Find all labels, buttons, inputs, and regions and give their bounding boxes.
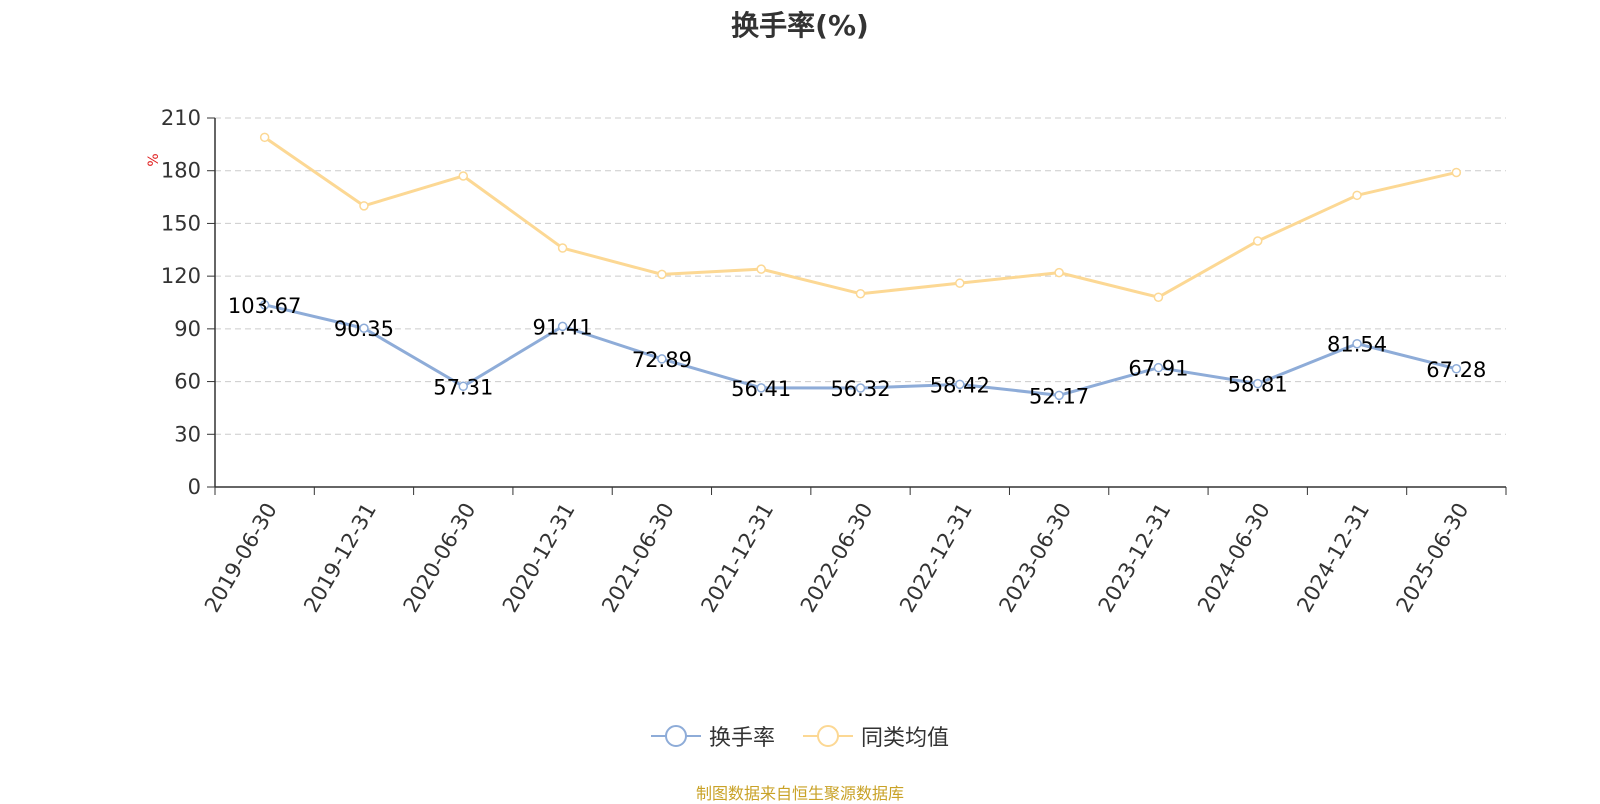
legend: 换手率 同类均值 [0, 720, 1600, 752]
data-label: 56.32 [830, 377, 890, 401]
data-label: 56.41 [731, 377, 791, 401]
gridlines [215, 117, 1506, 435]
x-tick-label: 2020-06-30 [399, 499, 481, 617]
x-tick-label: 2021-06-30 [597, 499, 679, 617]
data-point [359, 323, 369, 333]
data-label: 91.41 [533, 315, 593, 339]
data-label: 58.42 [930, 373, 990, 397]
legend-item-turnover[interactable]: 换手率 [650, 720, 775, 752]
chart-title: 换手率(%) [731, 9, 869, 42]
data-point [1352, 190, 1362, 201]
y-tick-label: 120 [161, 264, 201, 288]
data-point [1352, 338, 1362, 349]
data-point [855, 288, 866, 299]
x-tick-label: 2021-12-31 [696, 499, 778, 617]
data-point [1252, 378, 1263, 389]
x-tick-label: 2020-12-31 [498, 499, 580, 617]
axes: 0 30 60 90 120 150 180 210% 2019-06-30 2019-12-31… [146, 106, 1507, 617]
x-tick-label: 2023-12-31 [1094, 499, 1176, 617]
data-point [1252, 236, 1263, 246]
y-tick-label: 90 [174, 317, 201, 341]
series [259, 132, 1462, 401]
legend-marker-turnover [650, 725, 701, 747]
data-label: 57.31 [433, 375, 493, 399]
data-point [557, 321, 568, 332]
data-label: 90.35 [334, 317, 394, 341]
y-axis-label: % [146, 153, 162, 166]
data-label: 67.28 [1426, 358, 1486, 382]
data-label: 58.81 [1228, 373, 1288, 397]
data-point [1153, 292, 1164, 302]
data-labels: 103.67 90.35 57.31 91.41 72.89 56.41 56.32 58.4… [228, 294, 1486, 408]
x-tick-label: 2023-06-30 [994, 499, 1076, 617]
data-point [1153, 362, 1164, 373]
data-point [855, 383, 866, 393]
data-point [955, 379, 965, 390]
data-point [756, 264, 766, 274]
data-point [657, 269, 667, 280]
x-tick-label: 2019-12-31 [299, 499, 381, 617]
series-line [263, 136, 1457, 299]
data-point [359, 201, 369, 211]
y-tick-label: 180 [161, 159, 201, 183]
y-tick-label: 150 [161, 211, 201, 235]
legend-label-turnover: 换手率 [708, 726, 775, 751]
data-label: 103.67 [228, 294, 301, 318]
data-point [1451, 167, 1462, 178]
legend-item-peer-average[interactable]: 同类均值 [803, 720, 949, 752]
x-tick-label: 2022-06-30 [796, 499, 878, 617]
legend-marker-peer-average [803, 725, 853, 747]
y-tick-label: 210 [161, 106, 201, 130]
data-point [1054, 390, 1064, 401]
data-point [657, 354, 667, 364]
data-point [259, 300, 270, 310]
data-point [458, 171, 469, 181]
x-tick-label: 2025-06-30 [1392, 499, 1474, 617]
x-tick-label: 2022-12-31 [895, 499, 977, 617]
data-point [1054, 267, 1064, 278]
x-tick-label: 2024-12-31 [1292, 499, 1374, 617]
legend-label-peer-average: 同类均值 [861, 726, 950, 751]
y-tick-label: 0 [188, 475, 201, 499]
data-label: 67.91 [1128, 357, 1188, 381]
data-point [458, 381, 469, 392]
data-point [1451, 364, 1462, 374]
data-label: 52.17 [1029, 384, 1089, 408]
data-source-footer: 制图数据来自恒生聚源数据库 [695, 784, 904, 803]
y-tick-label: 60 [174, 370, 201, 394]
data-point [955, 278, 965, 288]
x-tick-label: 2024-06-30 [1193, 499, 1275, 617]
data-point [259, 132, 270, 143]
data-label: 81.54 [1327, 333, 1387, 357]
y-tick-label: 30 [174, 422, 201, 446]
data-point [756, 383, 766, 393]
x-tick-label: 2019-06-30 [200, 499, 282, 617]
data-label: 72.89 [632, 348, 692, 372]
data-point [557, 243, 568, 253]
